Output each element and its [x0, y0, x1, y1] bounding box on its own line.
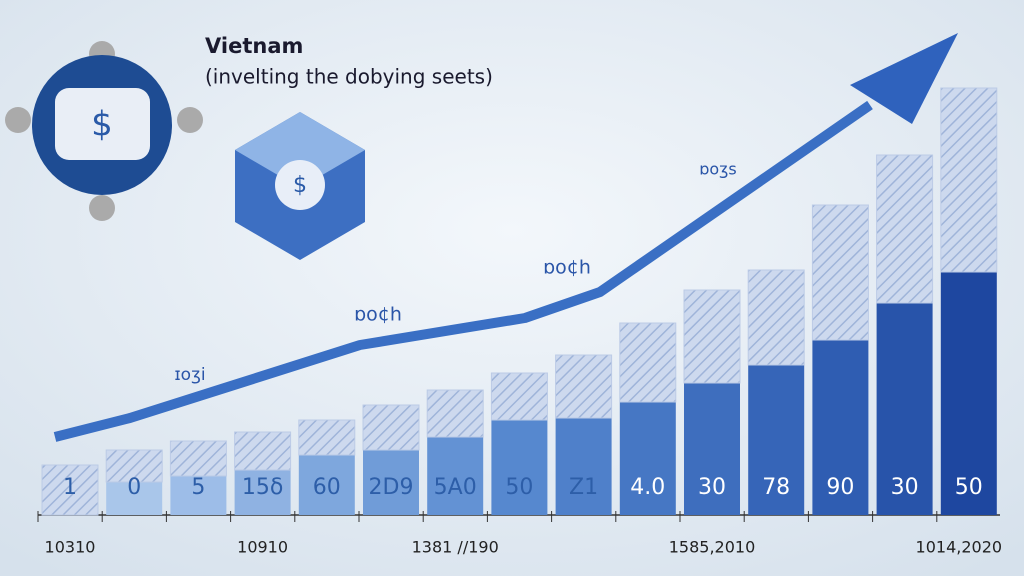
- bar-segment: [876, 154, 934, 304]
- bar-segment: [426, 389, 484, 438]
- annotation: ɒo¢h: [354, 304, 402, 326]
- bar-segment: [684, 383, 740, 515]
- x-tick-label: 10910: [237, 538, 288, 557]
- bar-segment: [169, 440, 227, 477]
- bar-segment: [619, 322, 677, 403]
- coin-icon: $: [5, 41, 203, 221]
- bar-segment: [234, 470, 291, 515]
- bar-label: 5: [191, 475, 205, 500]
- bar-label: 4.0: [630, 475, 665, 500]
- bar-segment: [427, 437, 484, 515]
- annotation: ɒo¢h: [543, 257, 591, 279]
- bar-segment: [619, 402, 676, 515]
- bar-segment: [298, 455, 355, 515]
- bar-label: 90: [826, 475, 854, 500]
- bar-segment: [41, 464, 99, 516]
- bar-label: 78: [762, 475, 790, 500]
- bar-label: 60: [313, 475, 341, 500]
- title: Vietnam: [205, 34, 303, 58]
- bar-label: 50: [505, 475, 533, 500]
- bar-segment: [812, 340, 869, 515]
- bar-segment: [105, 449, 163, 483]
- bar-segment: [555, 418, 612, 515]
- bar-segment: [555, 354, 613, 419]
- bar-segment: [362, 404, 420, 451]
- annotation: ɪoʒi: [174, 365, 205, 385]
- cube-icon: $: [235, 112, 365, 260]
- bar-label: 1: [63, 475, 77, 500]
- bar-segment: [811, 204, 869, 341]
- svg-text:$: $: [293, 173, 307, 198]
- x-tick-label: 1381 //190: [412, 538, 499, 557]
- bar-segment: [363, 450, 419, 515]
- bar-segment: [170, 476, 227, 515]
- x-tick-label: 1585,2010: [669, 538, 756, 557]
- x-tick-label: 10310: [45, 538, 96, 557]
- bar-segment: [683, 289, 741, 384]
- bar-label: 5A0: [434, 475, 477, 500]
- bar-segment: [747, 269, 805, 366]
- bar-segment: [876, 303, 933, 515]
- bar-label: 2D9: [369, 475, 414, 500]
- bar-label: 0: [127, 475, 141, 500]
- bar-segment: [298, 419, 356, 456]
- bar-label: Z1: [569, 475, 598, 500]
- bar-label: 50: [955, 475, 983, 500]
- bar-label: 30: [891, 475, 919, 500]
- subtitle: (invelting the dobying seets): [205, 65, 493, 89]
- bar-segment: [106, 482, 163, 515]
- bar-segment: [234, 431, 292, 471]
- bar-segment: [748, 365, 805, 515]
- svg-text:$: $: [91, 105, 113, 145]
- bar-segment: [940, 87, 998, 273]
- x-tick-label: 1014,2020: [916, 538, 1003, 557]
- bar-segment: [940, 272, 997, 515]
- trend-arrow: [53, 33, 958, 442]
- annotation: ɒoʒs: [699, 160, 737, 179]
- bar-segment: [490, 372, 548, 421]
- bar-label: 30: [698, 475, 726, 500]
- bar-segment: [491, 420, 548, 515]
- bar-label: 15δ: [242, 475, 283, 500]
